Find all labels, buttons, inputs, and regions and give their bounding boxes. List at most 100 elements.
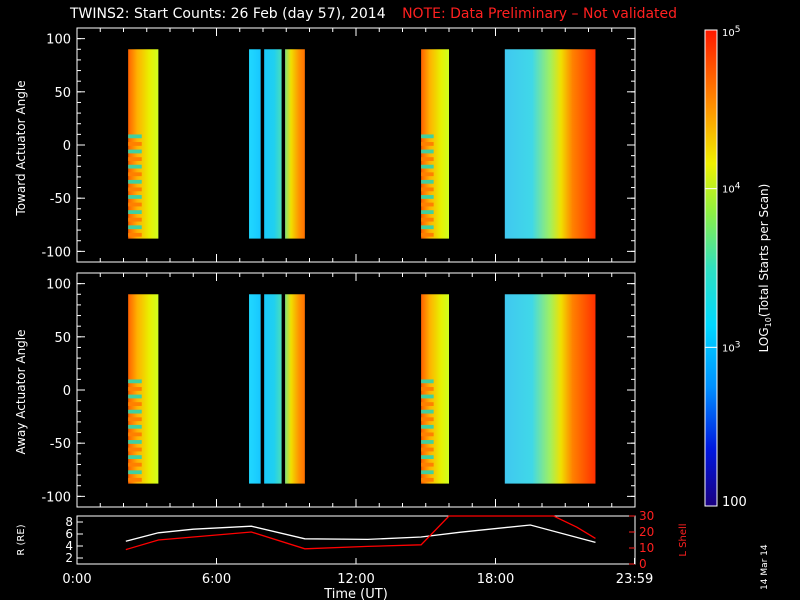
noise-band <box>128 455 142 459</box>
noise-band <box>421 232 434 237</box>
noise-band <box>128 157 142 161</box>
noise-band <box>421 179 434 184</box>
data-gap <box>260 48 265 240</box>
noise-band <box>421 142 434 146</box>
noise-band <box>421 477 434 482</box>
noise-band <box>421 470 434 475</box>
noise-band <box>421 172 434 177</box>
noise-band <box>421 134 434 139</box>
series-line <box>125 515 596 551</box>
ytick-label-right: 30 <box>639 509 654 523</box>
ytick-label: 0 <box>63 139 71 154</box>
title-text: TWINS2: Start Counts: 26 Feb (day 57), 2… <box>70 6 386 22</box>
noise-band <box>128 187 142 192</box>
colorbar <box>704 29 718 507</box>
colorbar-tick-label: 105 <box>722 25 740 39</box>
noise-band <box>421 225 434 230</box>
noise-band <box>128 477 142 482</box>
ytick-label: 0 <box>63 384 71 399</box>
noise-band <box>421 157 434 161</box>
xtick-label: 6:00 <box>202 572 231 587</box>
noise-band <box>128 142 142 146</box>
noise-band <box>128 202 142 207</box>
noise-band <box>128 225 142 230</box>
ytick-label: 100 <box>46 278 71 293</box>
noise-band <box>128 387 142 391</box>
data-block <box>249 49 305 239</box>
ytick-label-right: 10 <box>639 541 654 555</box>
noise-band <box>421 217 434 222</box>
axes-top: -100 -50 0 50 100 <box>41 28 636 262</box>
noise-band <box>128 149 142 154</box>
ytick-label: 100 <box>46 33 71 48</box>
ytick-label-right: 20 <box>639 525 654 539</box>
series-line <box>125 524 596 544</box>
data-gap <box>281 293 286 485</box>
noise-band <box>128 195 142 199</box>
data-block <box>249 294 305 484</box>
noise-band <box>128 164 142 169</box>
ylabel-top: Toward Actuator Angle <box>14 80 28 216</box>
ytick-label-left: 4 <box>65 539 73 553</box>
data-gap <box>260 293 265 485</box>
noise-band <box>128 470 142 475</box>
xlabel: Time (UT) <box>323 587 388 600</box>
ytick-label: 50 <box>54 86 71 101</box>
noise-band <box>128 179 142 184</box>
xtick-label: 0:00 <box>62 572 91 587</box>
ytick-label: -100 <box>41 245 71 260</box>
noise-band <box>421 402 434 406</box>
ylabel-middle: Away Actuator Angle <box>14 329 28 454</box>
noise-band <box>128 394 142 399</box>
generation-date: 14 Mar 14 <box>760 544 770 590</box>
ytick-label-left: 6 <box>65 527 73 541</box>
noise-band <box>421 195 434 199</box>
noise-band <box>421 379 434 384</box>
ytick-label-right: 0 <box>639 557 647 571</box>
noise-band <box>421 440 434 444</box>
data-gap <box>281 48 286 240</box>
colorbar-label: LOG10(Total Starts per Scan) <box>757 184 773 353</box>
colorbar-tick-label: 104 <box>722 182 741 196</box>
noise-band <box>128 440 142 444</box>
colorbar-tick-label: 103 <box>722 340 740 354</box>
noise-band <box>421 210 434 214</box>
ylabel-left-bottom: R (RE) <box>16 524 27 555</box>
data-block <box>504 294 596 484</box>
plot-title: TWINS2: Start Counts: 26 Feb (day 57), 2… <box>70 6 677 22</box>
noise-band <box>421 187 434 192</box>
xtick-label: 23:59 <box>616 572 653 587</box>
panel-bottom-frame <box>76 515 636 565</box>
noise-band <box>128 417 142 422</box>
noise-band <box>128 134 142 139</box>
noise-band <box>421 149 434 154</box>
heatmap-middle <box>128 293 596 485</box>
heatmap-top <box>128 48 596 240</box>
noise-band <box>421 417 434 422</box>
noise-band <box>421 387 434 391</box>
xtick-label: 12:00 <box>337 572 374 587</box>
noise-band <box>128 447 142 452</box>
noise-band <box>128 172 142 177</box>
ytick-label-left: 8 <box>65 515 73 529</box>
noise-band <box>421 409 434 414</box>
noise-band <box>128 424 142 429</box>
ytick-label: 50 <box>54 331 71 346</box>
data-block <box>504 49 596 239</box>
axes-middle: -100 -50 0 50 100 <box>41 273 636 507</box>
ytick-label: -50 <box>50 192 71 207</box>
noise-band <box>128 402 142 406</box>
noise-band <box>421 432 434 437</box>
ytick-label-left: 2 <box>65 551 73 565</box>
xtick-label: 18:00 <box>477 572 514 587</box>
noise-band <box>128 217 142 222</box>
preliminary-note: NOTE: Data Preliminary – Not validated <box>402 6 678 22</box>
noise-band <box>421 424 434 429</box>
noise-band <box>128 232 142 237</box>
noise-band <box>421 447 434 452</box>
ytick-label: -100 <box>41 490 71 505</box>
noise-band <box>128 210 142 214</box>
noise-band <box>421 164 434 169</box>
noise-band <box>421 202 434 207</box>
